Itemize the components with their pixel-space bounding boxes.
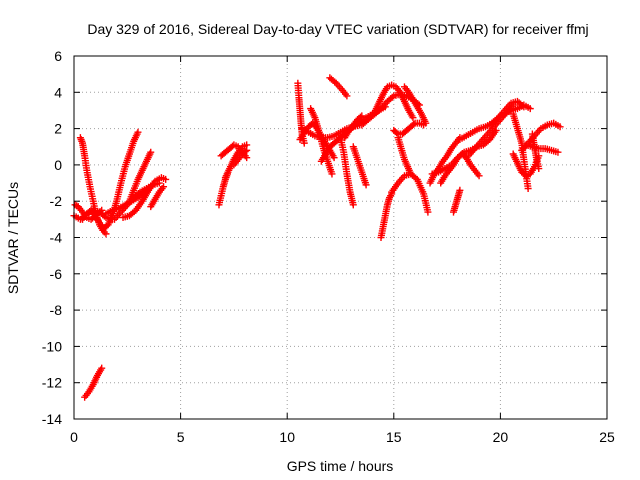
series-track-22 <box>341 112 366 142</box>
data-point <box>343 92 351 100</box>
series-track-10 <box>147 183 168 211</box>
x-tick-labels: 0 5 10 15 20 25 <box>70 429 615 445</box>
data-point <box>520 103 528 111</box>
series-track-05 <box>81 364 106 401</box>
data-point <box>358 112 366 120</box>
data-point <box>98 364 106 372</box>
data-point <box>134 128 142 136</box>
y-tick-label: -10 <box>42 338 62 354</box>
data-point <box>535 165 543 173</box>
data-point <box>362 181 370 189</box>
series-track-03 <box>76 134 110 238</box>
series-track-34 <box>449 186 464 216</box>
data-point <box>409 114 417 122</box>
data-point <box>349 201 357 209</box>
plot-frame <box>73 55 608 420</box>
data-point <box>102 230 110 238</box>
x-tick-label: 10 <box>279 429 295 445</box>
data-point <box>147 148 155 156</box>
data-points <box>70 74 564 401</box>
series-track-27 <box>388 170 432 216</box>
data-point <box>407 170 415 178</box>
data-point <box>422 119 430 127</box>
data-point <box>330 154 338 162</box>
y-tick-label: -12 <box>42 375 62 391</box>
data-point <box>300 139 308 147</box>
data-point <box>526 105 534 113</box>
series-track-28 <box>390 119 428 138</box>
series-track-23 <box>349 143 370 189</box>
data-point <box>134 189 142 197</box>
y-tick-label: -2 <box>50 193 63 209</box>
data-point <box>162 175 170 183</box>
y-axis-label: SDTVAR / TECUs <box>5 182 21 294</box>
y-tick-label: -8 <box>50 302 63 318</box>
y-tick-label: 2 <box>54 121 62 137</box>
data-point <box>160 183 168 191</box>
series-track-25 <box>371 81 417 122</box>
data-point <box>243 146 251 154</box>
grid-lines <box>74 56 607 419</box>
series-track-26 <box>377 190 396 241</box>
data-point <box>456 186 464 194</box>
series-track-38 <box>509 110 532 192</box>
data-point <box>524 184 532 192</box>
x-tick-label: 20 <box>493 429 509 445</box>
data-point <box>518 101 526 109</box>
y-tick-label: 4 <box>54 84 62 100</box>
series-track-09 <box>125 148 155 205</box>
data-point <box>410 120 418 128</box>
y-tick-label: -14 <box>42 411 62 427</box>
series-track-14 <box>230 146 251 169</box>
series-track-37 <box>488 97 528 129</box>
series-track-20 <box>326 74 351 100</box>
data-point <box>475 172 483 180</box>
x-tick-label: 0 <box>70 429 78 445</box>
data-point <box>96 208 104 216</box>
y-tick-label: -4 <box>50 230 63 246</box>
data-point <box>424 208 432 216</box>
y-tick-label: 6 <box>54 48 62 64</box>
series-track-21 <box>337 134 357 209</box>
x-tick-label: 15 <box>386 429 402 445</box>
series-track-33 <box>437 150 483 187</box>
chart-title: Day 329 of 2016, Sidereal Day-to-day VTE… <box>87 21 588 37</box>
data-point <box>243 154 251 162</box>
series-track-18 <box>307 105 336 178</box>
data-point <box>388 93 396 101</box>
x-axis-label: GPS time / hours <box>287 458 394 474</box>
series-track-08 <box>119 174 170 222</box>
data-point <box>98 206 106 214</box>
data-point <box>328 170 336 178</box>
data-point <box>356 113 364 121</box>
x-tick-label: 5 <box>177 429 185 445</box>
series-track-36 <box>464 101 517 160</box>
axis-ticks <box>73 55 608 420</box>
series-track-29 <box>394 134 415 178</box>
y-tick-label: -6 <box>50 266 63 282</box>
data-point <box>393 129 401 137</box>
data-point <box>241 148 249 156</box>
y-tick-label: 0 <box>54 157 62 173</box>
data-point <box>556 123 564 131</box>
data-point <box>554 148 562 156</box>
x-tick-label: 25 <box>599 429 615 445</box>
series-track-30 <box>400 83 430 127</box>
data-point <box>331 78 339 86</box>
series-track-42 <box>522 141 562 156</box>
y-tick-labels: -14 -12 -10 -8 -6 -4 -2 0 2 4 6 <box>42 48 62 427</box>
